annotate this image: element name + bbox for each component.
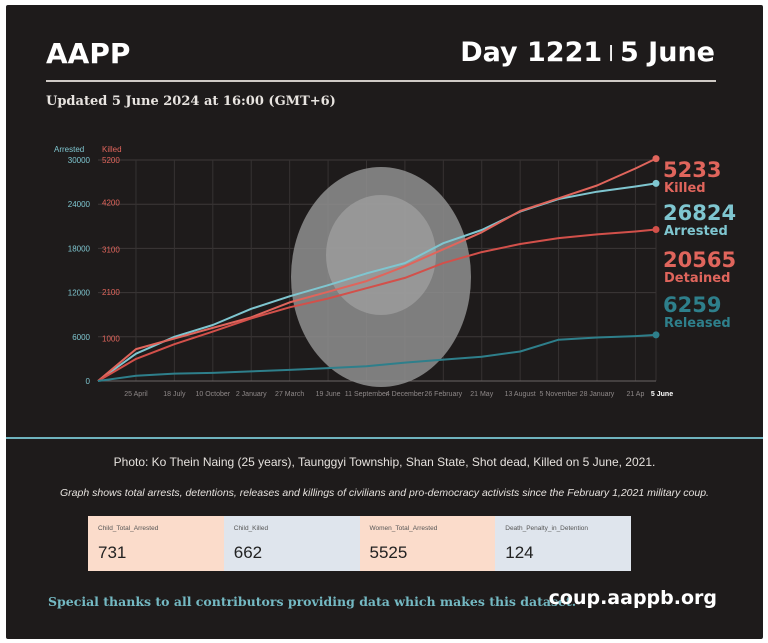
- killed-tick-label: 4200: [102, 199, 120, 208]
- org-title: AAPP: [46, 37, 131, 70]
- x-tick-label: 25 April: [124, 391, 148, 398]
- killed-tick-label: 3100: [102, 245, 120, 254]
- series-line-released: [97, 333, 657, 382]
- end-label-value: 26824: [663, 201, 736, 225]
- left-tick-label: 6000: [72, 333, 90, 342]
- x-tick-label: 5 June: [651, 391, 673, 398]
- x-tick-label: 4 December: [386, 391, 425, 398]
- x-tick-label: 21 Ap: [626, 391, 644, 398]
- stat-card-women-arrested: Women_Total_Arrested 5525: [359, 516, 496, 571]
- left-tick-label: 0: [86, 377, 91, 386]
- x-tick-label: 5 November: [540, 391, 579, 398]
- stat-card-value: 124: [505, 543, 534, 562]
- series-end-point-killed: [652, 155, 660, 163]
- x-tick-label: 13 August: [505, 391, 536, 398]
- day-number: Day 1221: [460, 37, 603, 68]
- left-axis-title: Arrested: [54, 145, 84, 154]
- end-label-name: Killed: [664, 181, 706, 196]
- day-counter: Day 1221 | 5 June: [460, 37, 715, 68]
- killed-tick-label: 5200: [102, 156, 120, 165]
- series-line-killed: [97, 157, 657, 382]
- end-label-value: 6259: [663, 293, 721, 317]
- end-label-name: Released: [664, 316, 731, 331]
- killed-tick-label: 1000: [102, 335, 120, 344]
- left-tick-label: 12000: [68, 289, 91, 298]
- updated-timestamp: Updated 5 June 2024 at 16:00 (GMT+6): [46, 94, 336, 109]
- x-tick-label: 19 June: [316, 391, 341, 398]
- x-tick-label: 2 January: [236, 391, 267, 398]
- stat-cards: Child_Total_Arrested 731 Child_Killed 66…: [88, 516, 631, 571]
- cumulative-chart: Arrested Killed 0 6000 12000 18000 24000 30000 1…: [54, 145, 736, 398]
- series-end-point-released: [652, 331, 660, 339]
- x-tick-label: 28 January: [580, 391, 615, 398]
- day-date: 5 June: [620, 37, 715, 68]
- end-label-name: Arrested: [664, 224, 728, 239]
- left-tick-label: 24000: [68, 200, 91, 209]
- series-line-detained: [97, 228, 657, 382]
- stat-card-child-killed: Child_Killed 662: [223, 516, 360, 571]
- x-tick-label: 27 March: [275, 391, 304, 398]
- end-label-name: Detained: [664, 271, 730, 286]
- x-tick-label: 18 July: [163, 391, 186, 398]
- stat-card-value: 731: [98, 543, 127, 562]
- x-tick-label: 21 May: [470, 391, 493, 398]
- end-label-value: 5233: [663, 158, 721, 182]
- stat-card-label: Women_Total_Arrested: [369, 525, 438, 532]
- stat-card-label: Child_Killed: [233, 525, 269, 532]
- stat-card-death-penalty: Death_Penalty_in_Detention 124: [495, 516, 631, 571]
- graph-note: Graph shows total arrests, detentions, r…: [60, 487, 709, 499]
- infographic-frame: AAPP Day 1221 | 5 June Updated 5 June 2024…: [6, 5, 763, 639]
- left-tick-label: 18000: [68, 244, 91, 253]
- photo-caption: Photo: Ko Thein Naing (25 years), Taungg…: [113, 455, 656, 469]
- killed-tick-label: 2100: [102, 288, 120, 297]
- stat-card-label: Child_Total_Arrested: [98, 525, 159, 532]
- x-tick-label: 11 September: [345, 391, 389, 398]
- right-axis-title: Killed: [102, 145, 122, 154]
- thanks-note: Special thanks to all contributors provi…: [48, 594, 577, 609]
- stat-card-value: 5525: [369, 543, 408, 562]
- series-end-point-detained: [652, 226, 660, 234]
- day-separator: |: [608, 42, 614, 61]
- end-label-value: 20565: [663, 248, 736, 272]
- x-tick-label: 10 October: [195, 391, 230, 398]
- x-tick-label: 26 February: [424, 391, 462, 398]
- stat-card-child-arrested: Child_Total_Arrested 731: [88, 516, 224, 571]
- section-divider: [6, 437, 763, 439]
- header-rule: [46, 80, 716, 82]
- left-tick-label: 30000: [68, 156, 91, 165]
- series-line-arrested: [97, 182, 657, 382]
- stat-card-label: Death_Penalty_in_Detention: [505, 525, 589, 532]
- series-end-point-arrested: [652, 179, 660, 187]
- website-link[interactable]: coup.aappb.org: [548, 587, 717, 609]
- stat-card-value: 662: [233, 543, 263, 562]
